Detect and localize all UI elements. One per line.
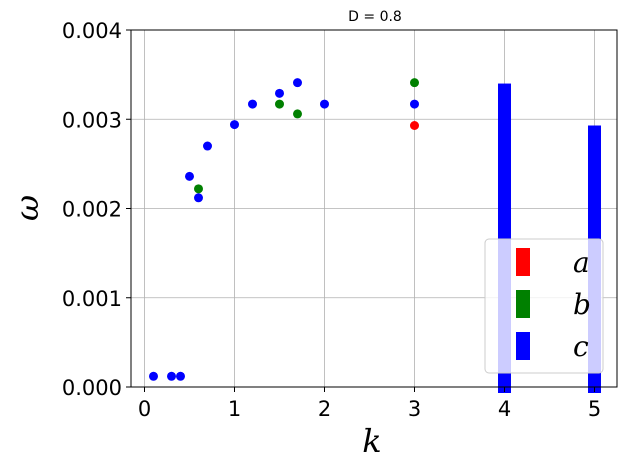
y-axis-label: ω	[8, 195, 46, 221]
point-c	[248, 99, 257, 109]
x-tick-label: 1	[228, 397, 241, 421]
legend-box	[484, 238, 604, 374]
chart-title: D = 0.8	[348, 9, 402, 25]
point-c	[293, 78, 302, 88]
point-b	[410, 78, 419, 88]
points	[149, 78, 419, 381]
point-c	[203, 141, 212, 151]
y-tick-label: 0.000	[62, 376, 122, 400]
point-c	[167, 371, 176, 381]
point-c	[194, 193, 203, 203]
y-ticks: 0.000 0.001 0.002 0.003 0.004	[62, 19, 131, 400]
point-b	[275, 99, 284, 109]
legend-label-c: c	[573, 330, 589, 363]
x-tick-label: 5	[588, 397, 601, 421]
point-c	[185, 171, 194, 181]
x-tick-label: 3	[408, 397, 421, 421]
point-c	[176, 371, 185, 381]
legend-label-b: b	[573, 288, 591, 321]
y-tick-label: 0.004	[62, 19, 122, 43]
point-c	[149, 371, 158, 381]
x-tick-label: 4	[498, 397, 511, 421]
y-tick-label: 0.001	[62, 287, 122, 311]
point-a	[410, 120, 419, 130]
legend: abc	[484, 238, 604, 374]
legend-swatch-b	[516, 290, 530, 318]
point-c	[320, 99, 329, 109]
x-axis-label: k	[362, 422, 381, 460]
point-c	[410, 99, 419, 109]
x-tick-label: 0	[138, 397, 151, 421]
y-tick-label: 0.003	[62, 108, 122, 132]
x-ticks: 0 1 2 3 4 5	[138, 387, 601, 421]
legend-label-a: a	[573, 246, 590, 279]
legend-swatch-a	[516, 248, 530, 276]
x-tick-label: 2	[318, 397, 331, 421]
y-tick-label: 0.002	[62, 198, 122, 222]
point-c	[230, 120, 239, 130]
legend-swatch-c	[516, 332, 530, 360]
point-b	[293, 109, 302, 119]
point-c	[275, 88, 284, 98]
point-b	[194, 184, 203, 194]
